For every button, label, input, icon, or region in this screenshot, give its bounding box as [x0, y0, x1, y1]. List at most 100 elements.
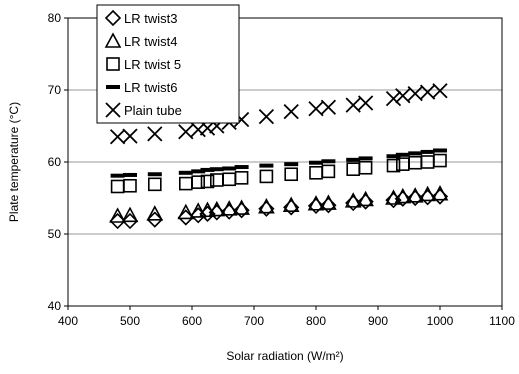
legend-marker: [104, 9, 122, 27]
data-point: [385, 91, 402, 107]
data-point: [199, 201, 216, 218]
legend-label: LR twist6: [124, 80, 177, 95]
y-tick-label: 40: [48, 299, 62, 313]
data-point: [146, 205, 164, 221]
data-point: [407, 85, 423, 102]
x-tick-label: 700: [244, 314, 264, 328]
x-tick-label: 400: [58, 314, 78, 328]
data-point: [200, 174, 215, 189]
data-point: [259, 169, 274, 184]
legend-label: LR twist 5: [124, 57, 181, 72]
data-point: [258, 109, 275, 125]
data-point: [147, 126, 163, 142]
data-point: [432, 83, 448, 99]
legend-item: Plain tube: [105, 102, 182, 118]
data-point: [258, 197, 275, 214]
data-point: [109, 129, 126, 145]
data-point: [395, 88, 411, 104]
legend-label: LR twist4: [124, 34, 177, 49]
x-tick-label: 500: [120, 314, 140, 328]
data-point: [344, 192, 362, 208]
data-point: [320, 99, 337, 115]
data-point: [346, 162, 361, 176]
data-point: [146, 211, 163, 228]
data-point: [433, 153, 447, 168]
data-point: [189, 202, 207, 218]
y-tick-label: 50: [48, 227, 62, 241]
legend-marker: [104, 32, 122, 48]
data-point: [121, 206, 139, 223]
legend-item: LR twist6: [106, 80, 177, 95]
data-point: [357, 190, 374, 207]
data-point: [419, 84, 436, 100]
data-point: [282, 196, 300, 212]
series-dash: [110, 148, 447, 178]
data-point: [284, 167, 299, 182]
x-tick-label: 800: [306, 314, 326, 328]
data-point: [308, 101, 324, 117]
data-point: [358, 160, 373, 175]
data-point: [320, 197, 337, 214]
legend-item: LR twist3: [104, 9, 177, 27]
legend-marker: [106, 57, 120, 71]
data-point: [321, 164, 336, 179]
x-tick-label: 1000: [427, 314, 454, 328]
data-point: [191, 175, 205, 189]
legend-box: [96, 4, 240, 124]
legend-label: Plain tube: [124, 103, 182, 118]
legend-marker: [105, 102, 121, 118]
data-point: [386, 158, 401, 173]
y-axis-label: Plate temperature (°C): [7, 102, 21, 222]
data-point: [406, 187, 424, 203]
data-point: [110, 179, 125, 194]
data-point: [234, 171, 249, 185]
data-point: [407, 189, 424, 207]
data-point: [208, 200, 226, 217]
data-point: [307, 195, 325, 211]
data-point: [394, 190, 411, 207]
legend-item: LR twist4: [104, 32, 177, 49]
data-point: [307, 197, 325, 215]
x-tick-label: 900: [368, 314, 388, 328]
data-point: [408, 155, 423, 170]
legend-label: LR twist3: [124, 11, 177, 26]
legend-item: LR twist 5: [106, 57, 181, 72]
y-tick-label: 60: [48, 155, 62, 169]
series-triangle: [109, 184, 449, 223]
y-axis: 40 50 60 70 80: [48, 11, 68, 313]
x-tick-label: 1100: [489, 314, 515, 328]
data-point: [233, 202, 250, 219]
data-point: [178, 124, 194, 140]
data-point: [394, 187, 412, 204]
data-point: [233, 199, 250, 215]
x-axis: 400 500 600 700 800 900 1000 1100: [58, 306, 515, 328]
data-point: [177, 203, 195, 220]
data-point: [190, 121, 206, 138]
data-point: [179, 176, 193, 191]
data-point: [283, 103, 299, 120]
x-axis-label: Solar radiation (W/m²): [226, 349, 343, 363]
data-point: [431, 184, 449, 201]
series-square: [110, 153, 447, 194]
data-point: [109, 207, 126, 223]
data-point: [148, 177, 162, 192]
y-tick-label: 70: [48, 83, 62, 97]
data-point: [419, 185, 436, 202]
data-point: [385, 189, 402, 205]
data-point: [122, 128, 138, 144]
data-point: [309, 166, 323, 180]
data-point: [220, 200, 238, 216]
data-point: [121, 212, 139, 230]
data-point: [222, 172, 236, 187]
data-point: [345, 194, 362, 212]
data-point: [345, 97, 361, 113]
y-tick-label: 80: [48, 11, 62, 25]
data-point: [357, 95, 374, 111]
legend: LR twist3 LR twist4 LR twist 5 LR twist6 Pla…: [96, 4, 240, 124]
data-point: [320, 194, 337, 210]
x-tick-label: 600: [182, 314, 202, 328]
data-point: [357, 193, 374, 210]
data-point: [283, 199, 300, 216]
data-point: [258, 200, 275, 217]
